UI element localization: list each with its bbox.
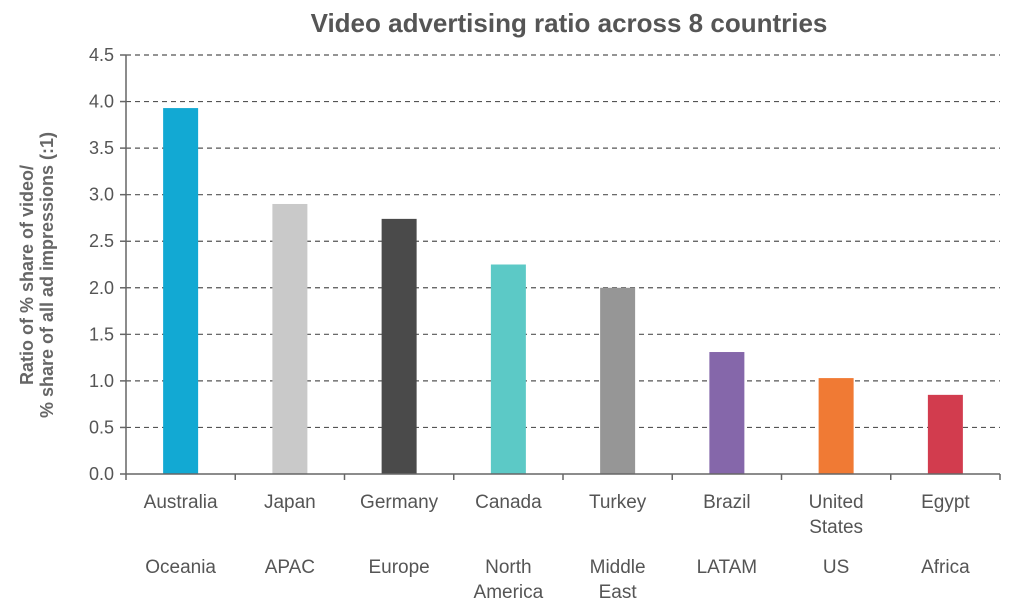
y-tick-label: 0.5 — [89, 417, 114, 437]
bars — [163, 108, 963, 474]
y-tick-label: 1.0 — [89, 371, 114, 391]
region-label: Europe — [368, 557, 429, 578]
y-tick-label: 3.5 — [89, 138, 114, 158]
y-tick-label: 4.0 — [89, 92, 114, 112]
x-axis-region-labels: Oceania APAC Europe North America Middle East L… — [145, 557, 970, 603]
x-tick-label: Japan — [264, 492, 316, 513]
gridlines — [126, 54, 1000, 429]
y-tick-label: 2.5 — [89, 231, 114, 251]
x-tick-label: United States — [809, 492, 864, 538]
x-axis-category-labels: Australia Japan Germany Canada Turkey Brazil U… — [144, 492, 971, 538]
x-tick-label: Australia — [144, 492, 218, 513]
region-label: North America — [474, 557, 544, 603]
axes — [125, 55, 1001, 480]
region-label: APAC — [265, 557, 315, 578]
region-label: US — [823, 557, 849, 578]
bar — [818, 378, 854, 474]
y-axis-label-line-1: Ratio of % share of video/ — [17, 165, 37, 385]
x-tick-label: Brazil — [703, 492, 751, 513]
y-tick-label: 3.0 — [89, 185, 114, 205]
bar — [709, 352, 745, 474]
bar — [163, 108, 199, 474]
chart-title: Video advertising ratio across 8 countri… — [311, 8, 828, 38]
y-tick-label: 1.5 — [89, 324, 114, 344]
x-tick-label: Canada — [475, 492, 542, 513]
bar — [381, 218, 417, 474]
bar — [600, 287, 636, 474]
bar — [272, 203, 308, 474]
region-label: Africa — [921, 557, 970, 578]
y-tick-label: 0.0 — [89, 464, 114, 484]
region-label: LATAM — [697, 557, 758, 578]
y-axis-label-line-2: % share of all ad impressions (:1) — [37, 132, 57, 418]
x-tick-label: Turkey — [589, 492, 647, 513]
region-label: Middle East — [590, 557, 646, 603]
region-label: Oceania — [145, 557, 216, 578]
bar — [927, 394, 963, 474]
x-tick-label: Egypt — [921, 492, 970, 513]
bar — [490, 264, 526, 474]
y-tick-label: 2.0 — [89, 278, 114, 298]
y-axis-ticks: 0.0 0.5 1.0 1.5 2.0 2.5 3.0 3.5 4.0 4.5 — [89, 45, 126, 484]
x-tick-label: Germany — [360, 492, 439, 513]
y-axis-label: Ratio of % share of video/ % share of al… — [17, 132, 57, 418]
y-tick-label: 4.5 — [89, 45, 114, 65]
